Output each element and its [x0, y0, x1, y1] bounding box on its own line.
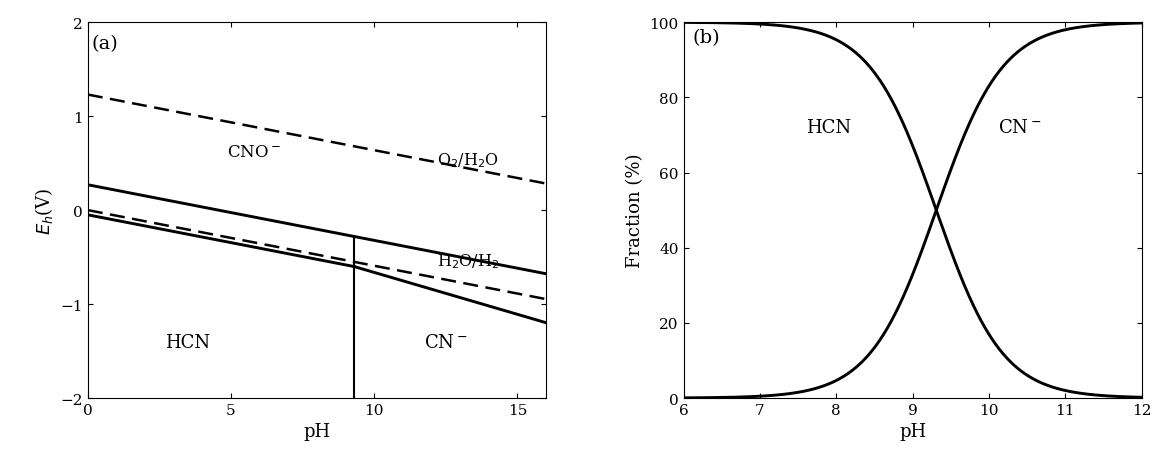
Text: (b): (b) — [693, 29, 720, 47]
Text: CN$^-$: CN$^-$ — [998, 119, 1041, 137]
Text: H$_2$O/H$_2$: H$_2$O/H$_2$ — [437, 252, 500, 271]
Y-axis label: $E_h$(V): $E_h$(V) — [33, 187, 55, 234]
X-axis label: pH: pH — [899, 423, 926, 440]
Text: (a): (a) — [91, 35, 118, 53]
Text: HCN: HCN — [165, 333, 211, 351]
Text: CN$^-$: CN$^-$ — [424, 333, 467, 351]
Text: HCN: HCN — [806, 119, 851, 137]
Y-axis label: Fraction (%): Fraction (%) — [625, 154, 644, 268]
X-axis label: pH: pH — [303, 423, 330, 440]
Text: CNO$^-$: CNO$^-$ — [227, 144, 281, 161]
Text: O$_2$/H$_2$O: O$_2$/H$_2$O — [437, 150, 499, 169]
